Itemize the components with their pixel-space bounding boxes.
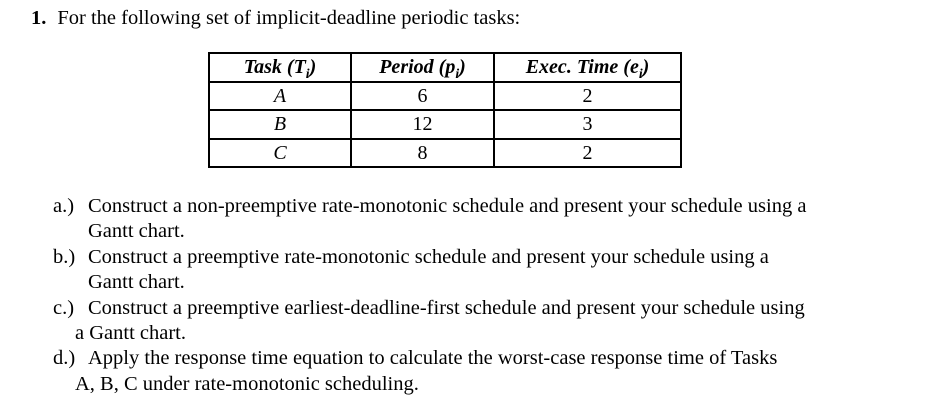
header-exec-time-text: Exec. Time (e xyxy=(525,56,639,79)
question-d-text: Apply the response time equation to calc… xyxy=(88,347,778,370)
problem-number: 1. xyxy=(31,7,47,29)
cell-task-a-period: 6 xyxy=(350,80,495,111)
header-task-subscript: i xyxy=(305,66,310,82)
question-c-line-2: a Gantt chart. xyxy=(75,322,186,345)
question-d-line-2: A, B, C under rate-monotonic scheduling. xyxy=(75,372,419,395)
question-c-text: Construct a preemptive earliest-deadline… xyxy=(88,296,805,319)
header-period-text: Period (p xyxy=(379,56,456,79)
question-a-label: a.) xyxy=(53,195,75,217)
header-task: Task (Ti) xyxy=(208,52,352,83)
header-exec-time-subscript: i xyxy=(638,66,643,82)
cell-task-a-exec: 2 xyxy=(493,80,682,111)
question-d-line-1: d.) Apply the response time equation to c… xyxy=(53,346,806,371)
question-a-line-2: Gantt chart. xyxy=(88,220,185,243)
cell-task-a-name: A xyxy=(208,80,352,111)
question-b-text: Construct a preemptive rate-monotonic sc… xyxy=(88,245,769,268)
header-period-close: ) xyxy=(459,56,466,79)
task-table-header-row: Task (Ti) Period (pi) Exec. Time (ei) xyxy=(208,52,682,83)
header-period-subscript: i xyxy=(455,66,460,82)
question-list: a.) Construct a non-preemptive rate-monot… xyxy=(53,194,806,397)
problem-prompt: For the following set of implicit-deadli… xyxy=(57,7,521,29)
cell-task-c-exec: 2 xyxy=(493,137,682,168)
question-a-line-1: a.) Construct a non-preemptive rate-monot… xyxy=(53,194,806,219)
table-row-task-a: A 6 2 xyxy=(208,80,682,111)
cell-task-b-period: 12 xyxy=(350,109,495,140)
problem-heading: 1. For the following set of implicit-dead… xyxy=(31,6,520,30)
header-exec-time-close: ) xyxy=(642,56,650,79)
task-table: Task (Ti) Period (pi) Exec. Time (ei) A … xyxy=(208,52,682,168)
header-exec-time: Exec. Time (ei) xyxy=(493,52,682,83)
question-d-label: d.) xyxy=(53,347,76,370)
question-b-line-1: b.) Construct a preemptive rate-monotonic… xyxy=(53,245,806,270)
table-row-task-c: C 8 2 xyxy=(208,137,682,168)
cell-task-b-name: B xyxy=(208,109,352,140)
header-task-close: ) xyxy=(309,56,317,79)
table-row-task-b: B 12 3 xyxy=(208,109,682,140)
question-c-label: c.) xyxy=(53,296,75,319)
cell-task-c-name: C xyxy=(208,137,352,168)
question-b-label: b.) xyxy=(53,245,76,268)
cell-task-b-exec: 3 xyxy=(493,109,682,140)
header-period: Period (pi) xyxy=(350,52,495,83)
question-c-line-1: c.) Construct a preemptive earliest-deadl… xyxy=(53,296,806,321)
question-a-text: Construct a non-preemptive rate-monotoni… xyxy=(88,195,807,217)
cell-task-c-period: 8 xyxy=(350,137,495,168)
header-task-text: Task (T xyxy=(243,56,306,79)
question-b-line-2: Gantt chart. xyxy=(88,271,185,294)
